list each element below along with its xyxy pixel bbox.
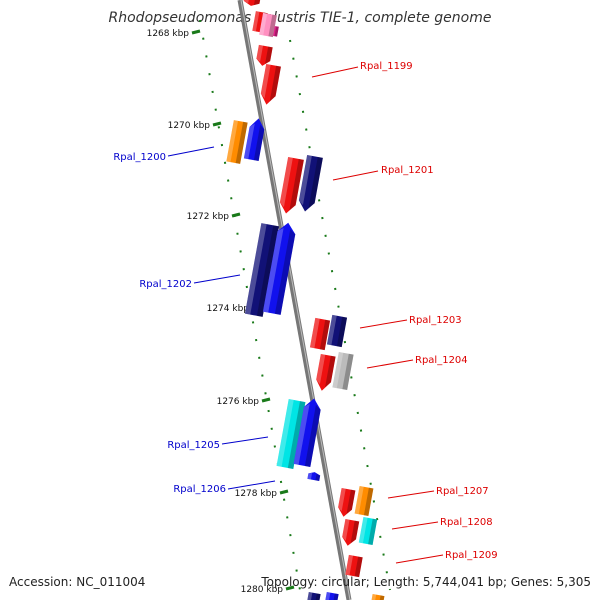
callout-line [227,480,276,490]
gene-rpal-1200[interactable] [243,117,266,162]
scale-tick [285,585,295,591]
callout-line [221,436,269,445]
gene-label-rpal-1206[interactable]: Rpal_1206 [173,484,226,495]
gene-navy-1201[interactable] [297,155,323,213]
gene-label-rpal-1202[interactable]: Rpal_1202 [139,279,192,290]
gene-rpal-1208[interactable] [341,518,360,547]
callout-line [387,490,435,499]
gene-rpal-1201[interactable] [278,157,304,215]
map-title: Rhodopseudomonas palustris TIE-1, comple… [108,10,492,26]
gene-rpal-1205[interactable] [293,397,323,467]
scale-tick [191,29,201,35]
callout-line [332,170,379,181]
scale-label: 1272 kbp [187,212,230,222]
gene-label-rpal-1209[interactable]: Rpal_1209 [445,550,498,561]
gene-label-rpal-1200[interactable]: Rpal_1200 [113,152,166,163]
gene-label-rpal-1199[interactable]: Rpal_1199 [360,61,413,72]
gene-gray-1204[interactable] [332,351,354,391]
gene-bottom-2[interactable] [325,591,339,600]
gene-label-rpal-1208[interactable]: Rpal_1208 [440,517,493,528]
gene-rpal-1204[interactable] [314,353,336,392]
gene-rpal-1209[interactable] [345,554,363,578]
topology-text: Topology: circular; Length: 5,744,041 bp… [261,575,591,589]
gene-label-rpal-1204[interactable]: Rpal_1204 [415,355,468,366]
scale-label: 1278 kbp [235,489,278,499]
scale-label: 1276 kbp [217,397,260,407]
callout-line [359,319,408,329]
gene-rpal-1199[interactable] [259,63,281,106]
accession-text: Accession: NC_011004 [9,575,146,589]
callout-line [311,66,359,78]
gene-cyan-1205[interactable] [276,399,306,469]
gene-rpal-1207[interactable] [337,487,356,518]
gene-rpal-1206[interactable] [307,471,321,482]
scale-label: 1270 kbp [168,121,211,131]
gene-orange-1200[interactable] [226,120,248,164]
scale-tick [231,212,241,218]
callout-line [366,359,414,369]
gene-cyan-1208[interactable] [358,516,378,546]
callout-line [193,274,241,284]
gene-bottom-1[interactable] [307,591,321,600]
scale-tick [279,489,289,495]
gene-navy-1202[interactable] [244,223,280,317]
gene-label-rpal-1201[interactable]: Rpal_1201 [381,165,434,176]
gene-rpal-1203[interactable] [309,317,331,351]
scale-tick [261,397,271,403]
gene-orange-1207[interactable] [354,485,374,517]
callout-line [395,554,444,564]
gene-partial-top-4[interactable] [259,12,277,38]
gene-label-rpal-1203[interactable]: Rpal_1203 [409,315,462,326]
gene-label-rpal-1207[interactable]: Rpal_1207 [436,486,489,497]
scale-label: 1280 kbp [241,585,284,595]
gene-bottom-3[interactable] [371,593,385,600]
scale-tick [212,121,222,127]
gene-partial-top[interactable] [243,0,261,7]
callout-line [167,146,215,157]
callout-line [391,521,439,530]
gene-navy-1203[interactable] [326,314,348,348]
scale-label: 1274 kbp [207,304,250,314]
genome-backbone [237,0,352,600]
scale-label: 1268 kbp [147,29,190,39]
gene-label-rpal-1205[interactable]: Rpal_1205 [167,440,220,451]
gene-near-1199[interactable] [255,44,273,67]
gene-rpal-1202[interactable] [262,221,297,315]
